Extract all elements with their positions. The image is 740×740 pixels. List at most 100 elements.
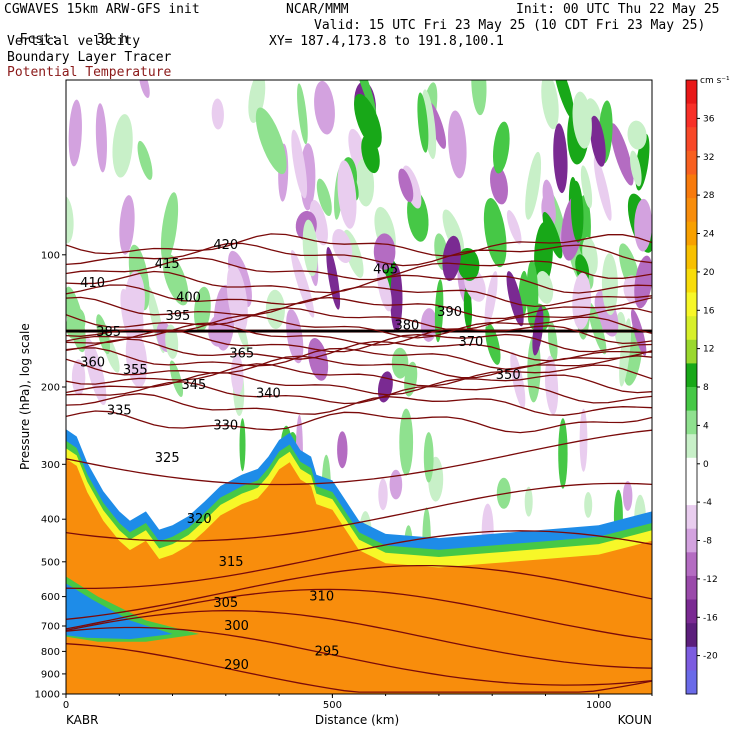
forecast-hours: 39 h <box>96 32 129 47</box>
theta-contour <box>66 307 652 331</box>
colorbar-tick-label: 24 <box>703 230 715 240</box>
colorbar-swatch <box>686 316 697 341</box>
theta-contour <box>66 296 652 320</box>
theta-label-370: 370 <box>458 335 483 350</box>
vertical-velocity-cell <box>485 322 501 365</box>
vertical-velocity-cell <box>570 180 584 243</box>
vertical-velocity-cell <box>211 98 224 130</box>
vertical-velocity-cell <box>601 253 618 316</box>
theta-label-400: 400 <box>176 290 201 305</box>
vertical-velocity-cell <box>490 165 508 205</box>
colorbar-swatch <box>686 103 697 128</box>
vertical-velocity-cell <box>337 160 357 229</box>
theta-label-330: 330 <box>213 419 238 434</box>
vertical-velocity-cell <box>553 80 575 120</box>
vertical-velocity-cell <box>314 80 335 135</box>
theta-label-305: 305 <box>213 596 238 611</box>
vertical-velocity-cell <box>463 286 473 331</box>
theta-contour <box>66 610 652 669</box>
vertical-velocity-cell <box>119 195 135 255</box>
vertical-velocity-cell <box>169 360 184 397</box>
vertical-velocity-cell <box>553 123 568 194</box>
y-tick-label: 600 <box>41 592 60 603</box>
colorbar-swatch <box>686 575 697 600</box>
vertical-velocity-cell <box>353 80 377 116</box>
vertical-velocity-cell <box>194 286 211 333</box>
vertical-velocity-cell <box>297 83 308 145</box>
colorbar-swatch <box>686 623 697 648</box>
vertical-velocity-cell <box>389 469 403 500</box>
vertical-velocity-cell <box>316 178 332 217</box>
x-tick-label: 0 <box>63 700 69 711</box>
colorbar-swatch <box>686 670 697 695</box>
vertical-velocity-cell <box>95 103 107 173</box>
y-tick-label: 300 <box>41 460 60 471</box>
valid-time: Valid: 15 UTC Fri 23 May 25 (10 CDT Fri … <box>314 18 706 33</box>
colorbar-swatch <box>686 292 697 317</box>
vertical-velocity-cell <box>506 210 522 245</box>
colorbar-swatch <box>686 552 697 577</box>
theta-label-415: 415 <box>155 257 180 272</box>
theta-label-355: 355 <box>123 363 148 378</box>
forecast-label-text: Fcst: <box>19 32 59 47</box>
vertical-velocity-cell <box>627 120 647 150</box>
y-tick-label: 800 <box>41 647 60 658</box>
vertical-velocity-cell <box>68 99 82 167</box>
colorbar-swatch <box>686 174 697 199</box>
tropopause-band-edge <box>66 330 652 333</box>
theta-label-295: 295 <box>315 644 340 659</box>
colorbar-swatch <box>686 150 697 175</box>
vertical-velocity-cell <box>390 265 403 333</box>
theta-contour <box>66 626 652 686</box>
colorbar-swatch <box>686 363 697 388</box>
theta-label-325: 325 <box>155 451 180 466</box>
field-boundary-layer-tracer: Boundary Layer Tracer <box>7 50 172 65</box>
vertical-velocity-cell <box>634 255 652 309</box>
colorbar-tick-label: 0 <box>703 460 709 470</box>
vertical-velocity-cell <box>580 165 593 209</box>
vertical-velocity-cell <box>162 253 189 306</box>
colorbar-tick-label: 32 <box>703 153 714 163</box>
colorbar-tick-label: -16 <box>703 613 718 623</box>
colorbar-tick-label: -8 <box>703 537 712 547</box>
colorbar-swatch <box>686 434 697 459</box>
y-axis-title: Pressure (hPa), log scale <box>18 323 32 470</box>
cross-section-xy: XY= 187.4,173.8 to 191.8,100.1 <box>269 34 504 49</box>
colorbar-tick-label: 36 <box>703 114 715 124</box>
forecast-label: Fcst: 39 h <box>4 19 128 47</box>
colorbar-swatch <box>686 505 697 530</box>
vertical-velocity-cell <box>506 271 524 327</box>
vertical-velocity-cell <box>545 355 559 415</box>
vertical-velocity-cell <box>71 359 86 396</box>
y-tick-label: 900 <box>41 669 60 680</box>
theta-label-350: 350 <box>496 368 521 383</box>
vertical-velocity-cell <box>590 115 606 167</box>
colorbar-swatch <box>686 481 697 506</box>
theta-label-335: 335 <box>107 403 132 418</box>
y-tick-label: 200 <box>41 383 60 394</box>
theta-label-380: 380 <box>394 319 419 334</box>
x-tick-label: 1000 <box>586 700 611 711</box>
model-title: CGWAVES 15km ARW-GFS init <box>4 2 200 17</box>
vertical-velocity-cell <box>337 431 348 469</box>
theta-label-390: 390 <box>437 305 462 320</box>
colorbar-tick-label: -20 <box>703 652 718 662</box>
vertical-velocity-cell <box>541 80 559 130</box>
vertical-velocity-cell <box>399 408 414 476</box>
colorbar-swatch <box>686 221 697 246</box>
colorbar-swatch <box>686 268 697 293</box>
theta-label-395: 395 <box>165 309 190 324</box>
theta-contour <box>66 329 652 353</box>
field-potential-temperature: Potential Temperature <box>7 65 172 80</box>
vertical-velocity-cell <box>610 123 634 186</box>
vertical-velocity-cell <box>584 492 593 518</box>
vertical-velocity-cell <box>492 121 510 174</box>
vertical-velocity-cell <box>112 114 133 178</box>
colorbar-swatch <box>686 457 697 482</box>
theta-contour <box>66 257 652 281</box>
colorbar-swatch <box>686 599 697 624</box>
theta-label-385: 385 <box>96 325 121 340</box>
theta-label-360: 360 <box>80 356 105 371</box>
colorbar-tick-label: -12 <box>703 575 718 585</box>
